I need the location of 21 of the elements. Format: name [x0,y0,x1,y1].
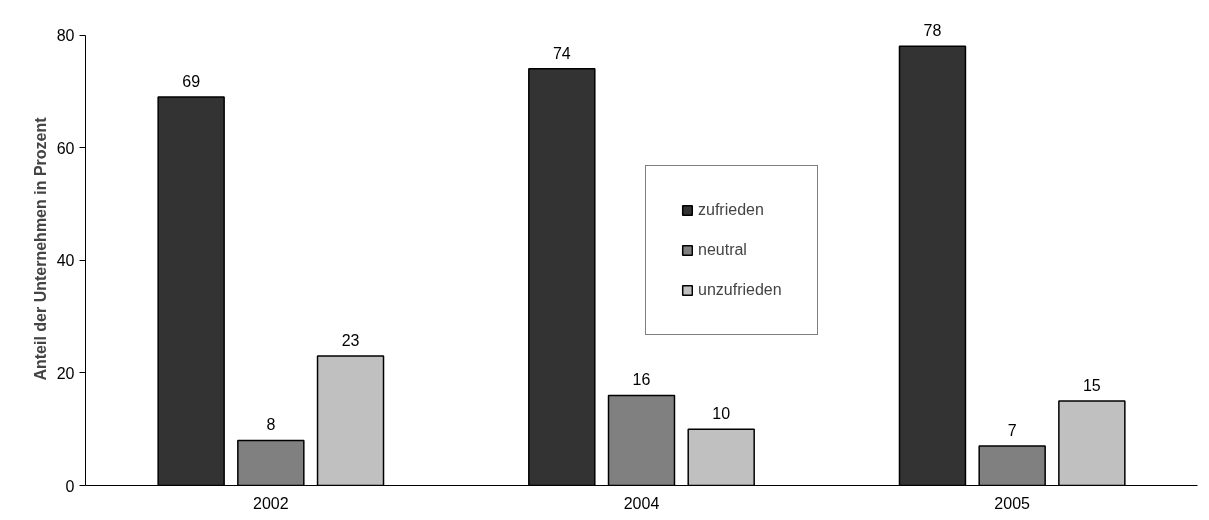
y-tick-label: 80 [56,27,75,45]
data-label: 23 [341,331,360,349]
data-label: 16 [632,371,651,389]
data-label: 74 [552,44,571,62]
legend-label: unzufrieden [698,281,782,299]
x-tick-label: 2004 [623,494,660,512]
y-tick-label: 60 [56,139,75,157]
data-label: 7 [1007,422,1017,440]
y-tick-label: 40 [56,252,75,270]
data-label: 10 [712,405,731,423]
x-tick-label: 2005 [994,494,1031,512]
x-tick-label: 2002 [253,494,289,512]
data-label: 69 [182,72,201,90]
y-tick-label: 0 [65,477,75,495]
legend-label: zufrieden [698,201,764,219]
data-label: 15 [1082,377,1101,395]
data-label: 78 [923,22,942,40]
y-tick-label: 20 [56,364,75,382]
legend-label: neutral [698,241,747,259]
y-axis-title: Anteil der Unternehmen in Prozent [31,116,49,381]
data-label: 8 [266,416,276,434]
